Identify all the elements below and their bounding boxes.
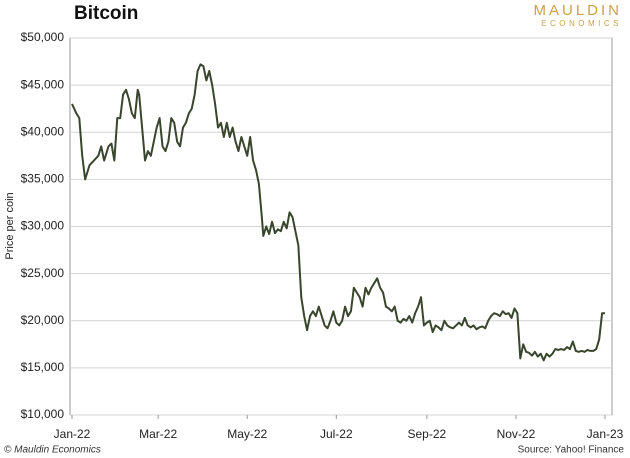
brand-sub: ECONOMICS xyxy=(541,19,622,28)
footer: © Mauldin Economics xyxy=(4,445,101,456)
x-tick-label: Nov-22 xyxy=(497,427,536,441)
y-tick-label: $30,000 xyxy=(21,219,65,233)
y-tick-label: $15,000 xyxy=(21,360,65,374)
y-tick-label: $10,000 xyxy=(21,407,65,421)
x-tick-label: Jan-23 xyxy=(587,427,624,441)
x-tick-label: Sep-22 xyxy=(407,427,446,441)
x-tick-label: May-22 xyxy=(227,427,267,441)
y-tick-label: $25,000 xyxy=(21,266,65,280)
y-tick-label: $20,000 xyxy=(21,313,65,327)
chart-title: Bitcoin xyxy=(74,3,138,24)
x-tick-label: Mar-22 xyxy=(139,427,177,441)
y-tick-label: $40,000 xyxy=(21,124,65,138)
y-tick-label: $45,000 xyxy=(21,77,65,91)
x-tick-label: Jul-22 xyxy=(320,427,353,441)
y-tick-label: $35,000 xyxy=(21,172,65,186)
brand: MAULDIN xyxy=(533,2,622,19)
x-tick-label: Jan-22 xyxy=(54,427,91,441)
y-tick-label: $50,000 xyxy=(21,30,65,44)
price-line xyxy=(71,63,605,362)
source: Source: Yahoo! Finance xyxy=(518,445,625,456)
y-axis-label: Price per coin xyxy=(4,192,16,259)
